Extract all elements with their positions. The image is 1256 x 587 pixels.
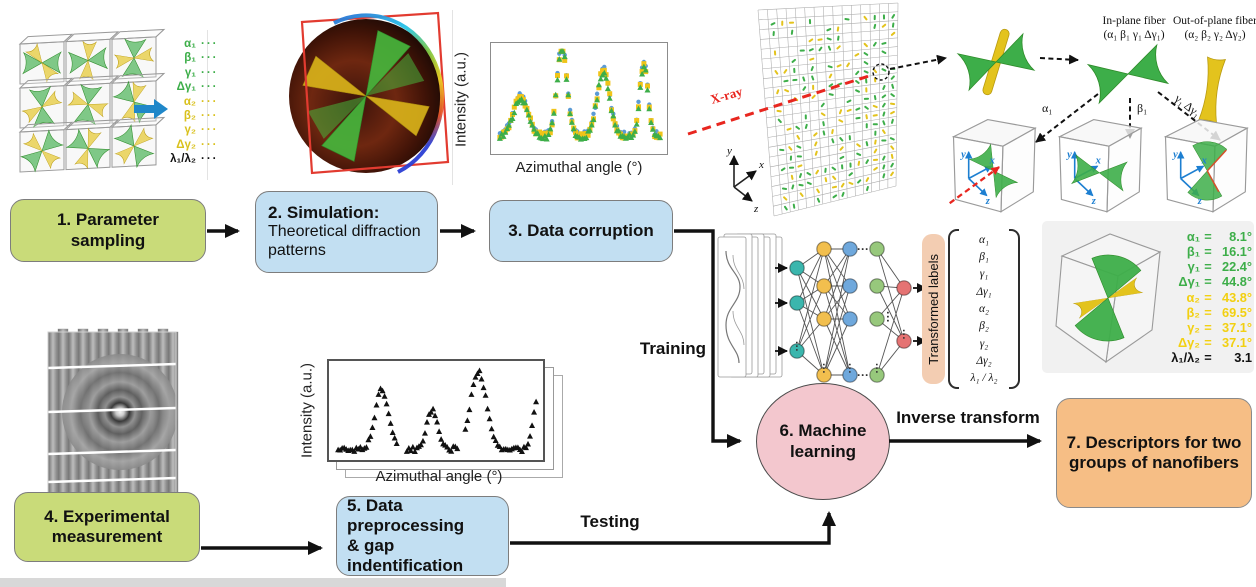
result-row: α₂ = 43.8° <box>1186 289 1252 305</box>
axis-label: x <box>989 155 995 166</box>
result-row: α₁ = 8.1° <box>1186 229 1252 244</box>
parameter-item: β₂ ··· <box>183 110 219 123</box>
result-cube-illustration <box>1055 233 1162 364</box>
figure-bottom-strip <box>0 578 506 587</box>
beta1-label: β₁ <box>1137 101 1147 115</box>
svg-text:···: ··· <box>881 311 895 323</box>
parameter-item: Δγ₁ ··· <box>176 81 219 94</box>
axis-label: x <box>1201 155 1207 166</box>
transformed-label-item: γ₂ <box>979 337 989 350</box>
in-plane-fiber-label: In-plane fiber (α₁ β₁ γ₁ Δγ₁) <box>1102 15 1166 42</box>
result-row: λ₁/λ₂ = 3.1 <box>1171 350 1252 366</box>
axis-label: y <box>1065 150 1072 161</box>
bracket-left <box>948 229 959 389</box>
transformed-label-item: Δγ₂ <box>976 354 992 367</box>
out-of-plane-fiber-label: Out-of-plane fiber (α₂ β₂ γ₂ Δγ₂) <box>1173 15 1256 42</box>
svg-text:···: ··· <box>857 242 869 256</box>
exp-plot-xlabel: Azimuthal angle (°) <box>375 468 503 485</box>
inverse-transform-label: Inverse transform <box>896 408 1040 427</box>
flow-box-5-data-preprocessing: 5. Data preprocessing & gap indentificat… <box>336 496 509 576</box>
flow-box-3-data-corruption: 3. Data corruption <box>489 200 673 262</box>
flow-box-2-simulation: 2. Simulation: Theoretical diffraction p… <box>255 191 438 273</box>
transformed-label-item: β₁ <box>979 250 989 263</box>
exp-plot-frame <box>327 359 545 462</box>
transformed-label-item: α₂ <box>978 302 990 315</box>
transformed-label-item: β₂ <box>979 320 989 333</box>
svg-text:x: x <box>758 159 764 171</box>
svg-text:···: ··· <box>857 368 869 382</box>
axis-label: y <box>959 150 966 161</box>
parameter-item: β₁ ··· <box>184 52 219 65</box>
parameter-item: α₁ ··· <box>184 38 219 50</box>
xray-label: X-ray <box>709 83 745 107</box>
flow-box-1-parameter-sampling: 1. Parameter sampling <box>10 199 206 262</box>
transformed-labels-pill: Transformed labels <box>922 234 945 384</box>
svg-text:···: ··· <box>843 363 855 374</box>
axis-label: z <box>1197 196 1203 207</box>
transformed-label-item: Δγ₁ <box>976 285 992 298</box>
axis-label: x <box>1095 155 1101 166</box>
xray-sample-grid: X-ray y x z <box>687 2 947 217</box>
parameter-item: γ₂ ··· <box>184 124 219 137</box>
parameter-item: Δγ₂ ··· <box>176 138 219 151</box>
training-label: Training <box>639 339 706 358</box>
axis-label: z <box>1091 196 1097 207</box>
experimental-stack-illustration <box>47 328 179 497</box>
exp-plot-ylabel: Intensity (a.u.) <box>298 362 316 459</box>
parameter-item: α₂ ··· <box>183 95 219 108</box>
alpha1-label: α₁ <box>1042 101 1052 115</box>
flow-box-4-experimental-measurement: 4. Experimental measurement <box>14 492 200 562</box>
svg-text:···: ··· <box>817 363 829 374</box>
svg-text:···: ··· <box>897 329 909 340</box>
neural-network-illustration: ······ ··· ··············· <box>717 233 927 383</box>
sim-plot-xlabel: Azimuthal angle (°) <box>515 159 643 176</box>
flow-box-7-descriptors: 7. Descriptors for two groups of nanofib… <box>1056 398 1252 508</box>
transformed-label-item: λ₁ / λ₂ <box>970 372 998 385</box>
to-parameters-arrow <box>134 99 168 119</box>
sim-plot-frame <box>490 42 668 155</box>
panel-divider <box>207 30 208 180</box>
result-row: β₂ = 69.5° <box>1186 304 1253 320</box>
transformed-label-item: γ₁ <box>979 268 989 281</box>
result-row: β₁ = 16.1° <box>1186 244 1252 260</box>
result-values: α₁ = 8.1° β₁ = 16.1° γ₁ = 22.4° Δγ₁ = 44.8° α₂ = 43.8°… <box>1158 229 1253 366</box>
transformed-labels-list: α₁ β₁ γ₁ Δγ₁ α₂ β₂ γ₂ Δγ₂ λ₁ / λ₂ <box>948 229 1020 389</box>
bracket-right <box>1009 229 1020 389</box>
parameter-list: α₁ ··· β₁ ··· γ₁ ··· Δγ₁ ··· α₂ ··· β₂ ··· γ₂ ··· Δγ₂ ·… <box>170 37 219 167</box>
result-row: γ₂ = 37.1° <box>1187 319 1252 335</box>
diffraction-sphere-illustration <box>289 11 450 175</box>
svg-text:···: ··· <box>790 341 802 352</box>
panel-divider <box>452 10 453 185</box>
parameter-grid-illustration <box>18 28 166 173</box>
axis-label: z <box>985 196 991 207</box>
result-row: γ₁ = 22.4° <box>1187 259 1252 275</box>
result-row: Δγ₁ = 44.8° <box>1178 274 1252 290</box>
parameter-item: λ₁/λ₂ ··· <box>170 153 219 166</box>
svg-text:y: y <box>726 145 732 157</box>
flow-ellipse-6-machine-learning: 6. Machine learning <box>756 383 890 500</box>
parameter-item: γ₁ ··· <box>184 66 219 79</box>
svg-text:···: ··· <box>870 363 882 374</box>
transformed-label-item: α₁ <box>978 233 990 246</box>
result-row: Δγ₂ = 37.1° <box>1177 334 1252 350</box>
testing-label: Testing <box>580 512 640 531</box>
axis-label: y <box>1171 150 1178 161</box>
svg-text:z: z <box>753 203 759 215</box>
